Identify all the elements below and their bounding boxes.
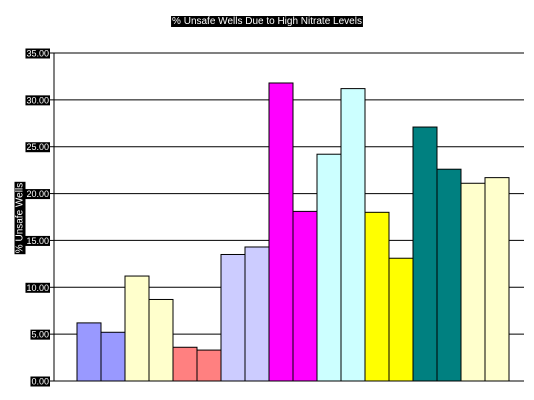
y-tick-label: 20.00: [26, 189, 49, 199]
y-axis-label-background: [14, 181, 26, 255]
bar: [340, 88, 366, 382]
y-tick-label-group: 30.00: [25, 95, 50, 106]
chart-title-group: % Unsafe Wells Due to High Nitrate Level…: [171, 16, 363, 27]
y-tick-label-background: [25, 189, 50, 200]
y-tick-label-background: [25, 95, 50, 106]
bar: [484, 177, 510, 382]
bar: [268, 82, 294, 382]
chart-title: % Unsafe Wells Due to High Nitrate Level…: [172, 16, 362, 27]
y-axis-label: % Unsafe Wells: [15, 183, 26, 253]
bar: [148, 298, 174, 382]
y-tick-label: 0.00: [31, 377, 49, 387]
bar: [220, 253, 246, 382]
bar: [364, 211, 390, 382]
y-tick-label-group: 25.00: [25, 142, 50, 153]
bar: [316, 153, 342, 382]
bar: [172, 346, 198, 382]
bar: [460, 182, 486, 382]
y-tick-label: 10.00: [26, 283, 49, 293]
y-tick-label-background: [25, 142, 50, 153]
bar: [196, 349, 222, 382]
y-tick-label-group: 15.00: [25, 235, 50, 246]
y-tick-label-background: [25, 282, 50, 293]
bar: [388, 257, 414, 382]
y-tick-label-group: 10.00: [25, 282, 50, 293]
y-tick-label-background: [30, 329, 50, 340]
y-tick-label-background: [25, 48, 50, 59]
y-tick-label: 35.00: [26, 49, 49, 59]
bar: [412, 126, 438, 382]
bars: [76, 82, 510, 382]
y-tick-label-group: 35.00: [25, 48, 50, 59]
y-tick-label: 5.00: [31, 330, 49, 340]
y-tick-label-group: 20.00: [25, 189, 50, 200]
y-tick-labels: 0.00 5.00 10.00 15.00 20.00 25.00 30.00 35.00: [25, 48, 50, 387]
y-tick-label-group: 0.00: [30, 376, 50, 387]
chart-title-background: [171, 16, 363, 27]
bar: [124, 275, 150, 382]
y-tick-label: 15.00: [26, 236, 49, 246]
bar: [76, 322, 102, 382]
bar: [292, 210, 318, 382]
y-tick-label-background: [25, 235, 50, 246]
y-tick-label: 25.00: [26, 142, 49, 152]
y-axis-label-group: % Unsafe Wells: [14, 181, 26, 255]
y-tick-label: 30.00: [26, 95, 49, 105]
bar: [436, 168, 462, 382]
y-tick-label-group: 5.00: [30, 329, 50, 340]
y-tick-label-background: [30, 376, 50, 387]
bar: [100, 331, 126, 382]
bar: [244, 246, 270, 382]
